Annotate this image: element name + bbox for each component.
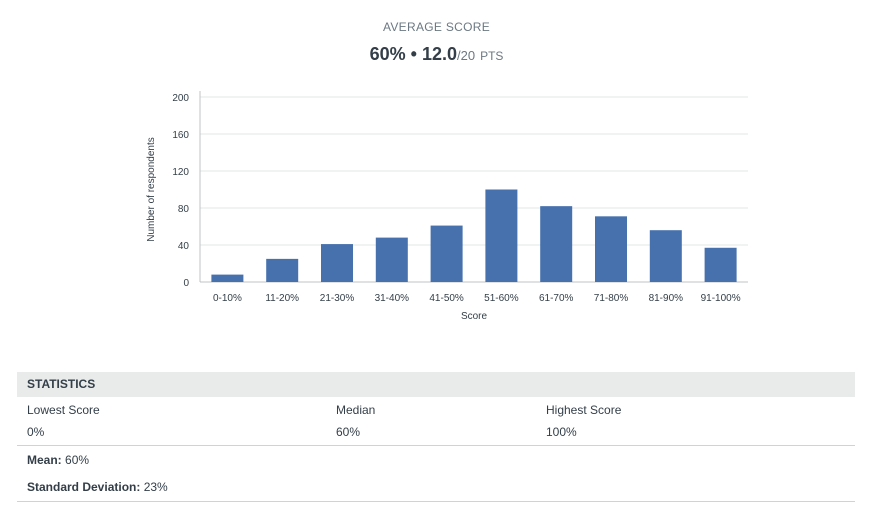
mean-stat: Mean: 60% <box>17 447 855 474</box>
average-score-points: 12.0 <box>421 44 457 64</box>
y-tick-label: 0 <box>183 278 189 289</box>
bar <box>321 244 353 282</box>
mean-value: 60% <box>65 453 90 467</box>
median-label: Median <box>336 403 376 417</box>
bar <box>375 237 408 282</box>
median-value: 60% <box>336 425 361 439</box>
std-dev-stat: Standard Deviation: 23% <box>17 474 855 501</box>
average-score-header: AVERAGE SCORE 60% • 12.0/20 PTS <box>0 20 873 65</box>
x-tick-label: 61-70% <box>539 293 574 304</box>
y-tick-label: 80 <box>178 204 190 215</box>
x-tick-label: 71-80% <box>594 293 629 304</box>
statistics-panel: STATISTICS Lowest Score 0% Median 60% Hi… <box>17 372 855 502</box>
highest-score-stat: Highest Score 100% <box>546 403 621 439</box>
bar <box>649 230 682 282</box>
std-dev-value: 23% <box>143 480 168 494</box>
x-tick-label: 91-100% <box>701 293 741 304</box>
highest-score-label: Highest Score <box>546 403 622 417</box>
x-tick-label: 11-20% <box>265 293 299 304</box>
y-axis-title: Number of respondents <box>146 137 157 242</box>
y-tick-label: 40 <box>178 241 190 252</box>
bar <box>485 189 518 282</box>
x-axis-title: Score <box>461 311 488 322</box>
x-tick-label: 51-60% <box>484 293 519 304</box>
statistics-details: Mean: 60% Standard Deviation: 23% <box>17 446 855 502</box>
bar <box>704 247 737 282</box>
bar <box>211 274 244 282</box>
x-tick-label: 0-10% <box>213 293 242 304</box>
average-score-points-total: /20 <box>456 48 476 63</box>
mean-label: Mean: <box>27 453 62 467</box>
x-tick-label: 81-90% <box>649 293 684 304</box>
y-tick-label: 160 <box>172 130 189 141</box>
y-tick-label: 120 <box>172 167 189 178</box>
statistics-title: STATISTICS <box>17 372 855 397</box>
lowest-score-stat: Lowest Score 0% <box>27 403 100 439</box>
lowest-score-label: Lowest Score <box>27 403 100 417</box>
bar <box>540 206 573 282</box>
average-score-value: 60% • 12.0/20 PTS <box>0 44 873 65</box>
x-tick-label: 21-30% <box>320 293 355 304</box>
lowest-score-value: 0% <box>27 425 45 439</box>
highest-score-value: 100% <box>546 425 577 439</box>
y-tick-label: 200 <box>172 93 189 104</box>
x-tick-label: 31-40% <box>375 293 410 304</box>
x-tick-label: 41-50% <box>429 293 464 304</box>
std-dev-label: Standard Deviation: <box>27 480 141 494</box>
bar <box>266 258 299 282</box>
average-score-points-unit: PTS <box>480 49 504 63</box>
bar <box>595 216 627 282</box>
average-score-title: AVERAGE SCORE <box>382 20 491 34</box>
bar <box>430 225 463 282</box>
statistics-summary-row: Lowest Score 0% Median 60% Highest Score… <box>17 397 855 446</box>
average-score-bullet: • <box>410 44 417 64</box>
average-score-percent: 60% <box>369 44 406 64</box>
score-distribution-chart: 0 40 80 120 160 200 0-10% 11-20% 21-30% 31-40% 41-… <box>146 91 748 322</box>
median-stat: Median 60% <box>336 403 375 439</box>
